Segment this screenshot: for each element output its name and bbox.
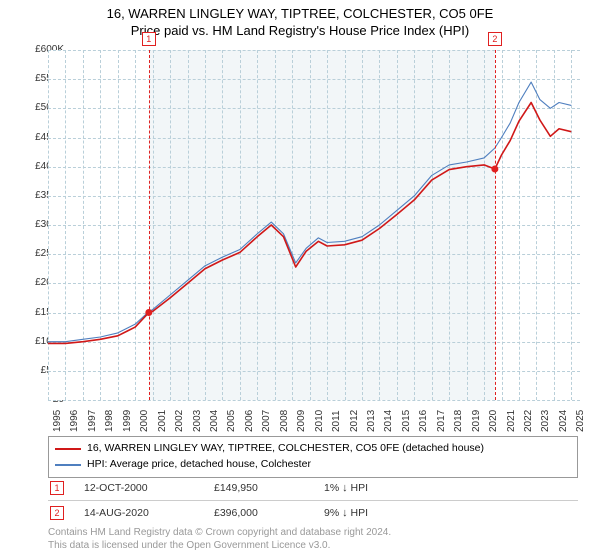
txn-pct: 1% ↓ HPI: [324, 482, 384, 494]
marker-badge-chart: 2: [488, 32, 502, 46]
txn-date: 12-OCT-2000: [84, 482, 194, 494]
x-tick-label: 2023: [540, 410, 551, 432]
title-block: 16, WARREN LINGLEY WAY, TIPTREE, COLCHES…: [0, 0, 600, 40]
legend-item: 16, WARREN LINGLEY WAY, TIPTREE, COLCHES…: [55, 441, 571, 457]
x-tick-label: 2004: [209, 410, 220, 432]
title-subtitle: Price paid vs. HM Land Registry's House …: [0, 23, 600, 40]
series-line: [48, 82, 571, 342]
x-tick-label: 2006: [244, 410, 255, 432]
x-tick-label: 2017: [436, 410, 447, 432]
x-tick-label: 2003: [192, 410, 203, 432]
x-tick-label: 2018: [453, 410, 464, 432]
x-tick-label: 1998: [104, 410, 115, 432]
x-tick-label: 2014: [383, 410, 394, 432]
x-tick-label: 2016: [418, 410, 429, 432]
x-tick-label: 2008: [279, 410, 290, 432]
arrow-down-icon: ↓: [342, 482, 348, 494]
marker-line: [149, 50, 150, 400]
x-tick-label: 2009: [296, 410, 307, 432]
marker-line: [495, 50, 496, 400]
transaction-table: 1 12-OCT-2000 £149,950 1% ↓ HPI 2 14-AUG…: [48, 478, 578, 523]
x-tick-label: 2011: [331, 410, 342, 432]
txn-pct: 9% ↓ HPI: [324, 507, 384, 519]
table-row: 2 14-AUG-2020 £396,000 9% ↓ HPI: [48, 503, 578, 523]
marker-badge-chart: 1: [142, 32, 156, 46]
legend: 16, WARREN LINGLEY WAY, TIPTREE, COLCHES…: [48, 436, 578, 478]
gridline-h: [48, 400, 580, 401]
arrow-down-icon: ↓: [342, 507, 348, 519]
x-tick-label: 2007: [261, 410, 272, 432]
x-tick-label: 2024: [558, 410, 569, 432]
marker-badge: 2: [50, 506, 64, 520]
legend-label: HPI: Average price, detached house, Colc…: [87, 457, 311, 473]
txn-date: 14-AUG-2020: [84, 507, 194, 519]
x-tick-label: 1999: [122, 410, 133, 432]
txn-vs: HPI: [351, 482, 369, 494]
legend-item: HPI: Average price, detached house, Colc…: [55, 457, 571, 473]
marker-badge: 1: [50, 481, 64, 495]
plot-svg: [48, 50, 580, 400]
legend-swatch: [55, 464, 81, 466]
figure-container: 16, WARREN LINGLEY WAY, TIPTREE, COLCHES…: [0, 0, 600, 560]
table-row: 1 12-OCT-2000 £149,950 1% ↓ HPI: [48, 478, 578, 498]
x-tick-label: 2005: [226, 410, 237, 432]
x-tick-label: 1995: [52, 410, 63, 432]
x-tick-label: 2012: [349, 410, 360, 432]
x-tick-label: 1997: [87, 410, 98, 432]
footer-line: This data is licensed under the Open Gov…: [48, 539, 391, 552]
row-separator: [48, 500, 578, 501]
x-tick-label: 2000: [139, 410, 150, 432]
txn-price: £396,000: [214, 507, 304, 519]
x-tick-label: 2021: [506, 410, 517, 432]
x-tick-label: 2001: [157, 410, 168, 432]
x-tick-label: 2002: [174, 410, 185, 432]
x-tick-label: 2013: [366, 410, 377, 432]
txn-price: £149,950: [214, 482, 304, 494]
x-tick-label: 2020: [488, 410, 499, 432]
txn-pct-value: 1%: [324, 482, 339, 494]
x-tick-label: 2015: [401, 410, 412, 432]
chart-area: 12: [48, 50, 580, 400]
x-tick-label: 2025: [575, 410, 586, 432]
x-tick-label: 2019: [471, 410, 482, 432]
x-tick-label: 1996: [69, 410, 80, 432]
footer-line: Contains HM Land Registry data © Crown c…: [48, 526, 391, 539]
x-tick-label: 2022: [523, 410, 534, 432]
txn-vs: HPI: [351, 507, 369, 519]
x-tick-label: 2010: [314, 410, 325, 432]
legend-swatch: [55, 448, 81, 450]
title-address: 16, WARREN LINGLEY WAY, TIPTREE, COLCHES…: [0, 6, 600, 23]
txn-pct-value: 9%: [324, 507, 339, 519]
legend-label: 16, WARREN LINGLEY WAY, TIPTREE, COLCHES…: [87, 441, 484, 457]
footer-attribution: Contains HM Land Registry data © Crown c…: [48, 526, 391, 552]
series-line: [48, 103, 571, 344]
